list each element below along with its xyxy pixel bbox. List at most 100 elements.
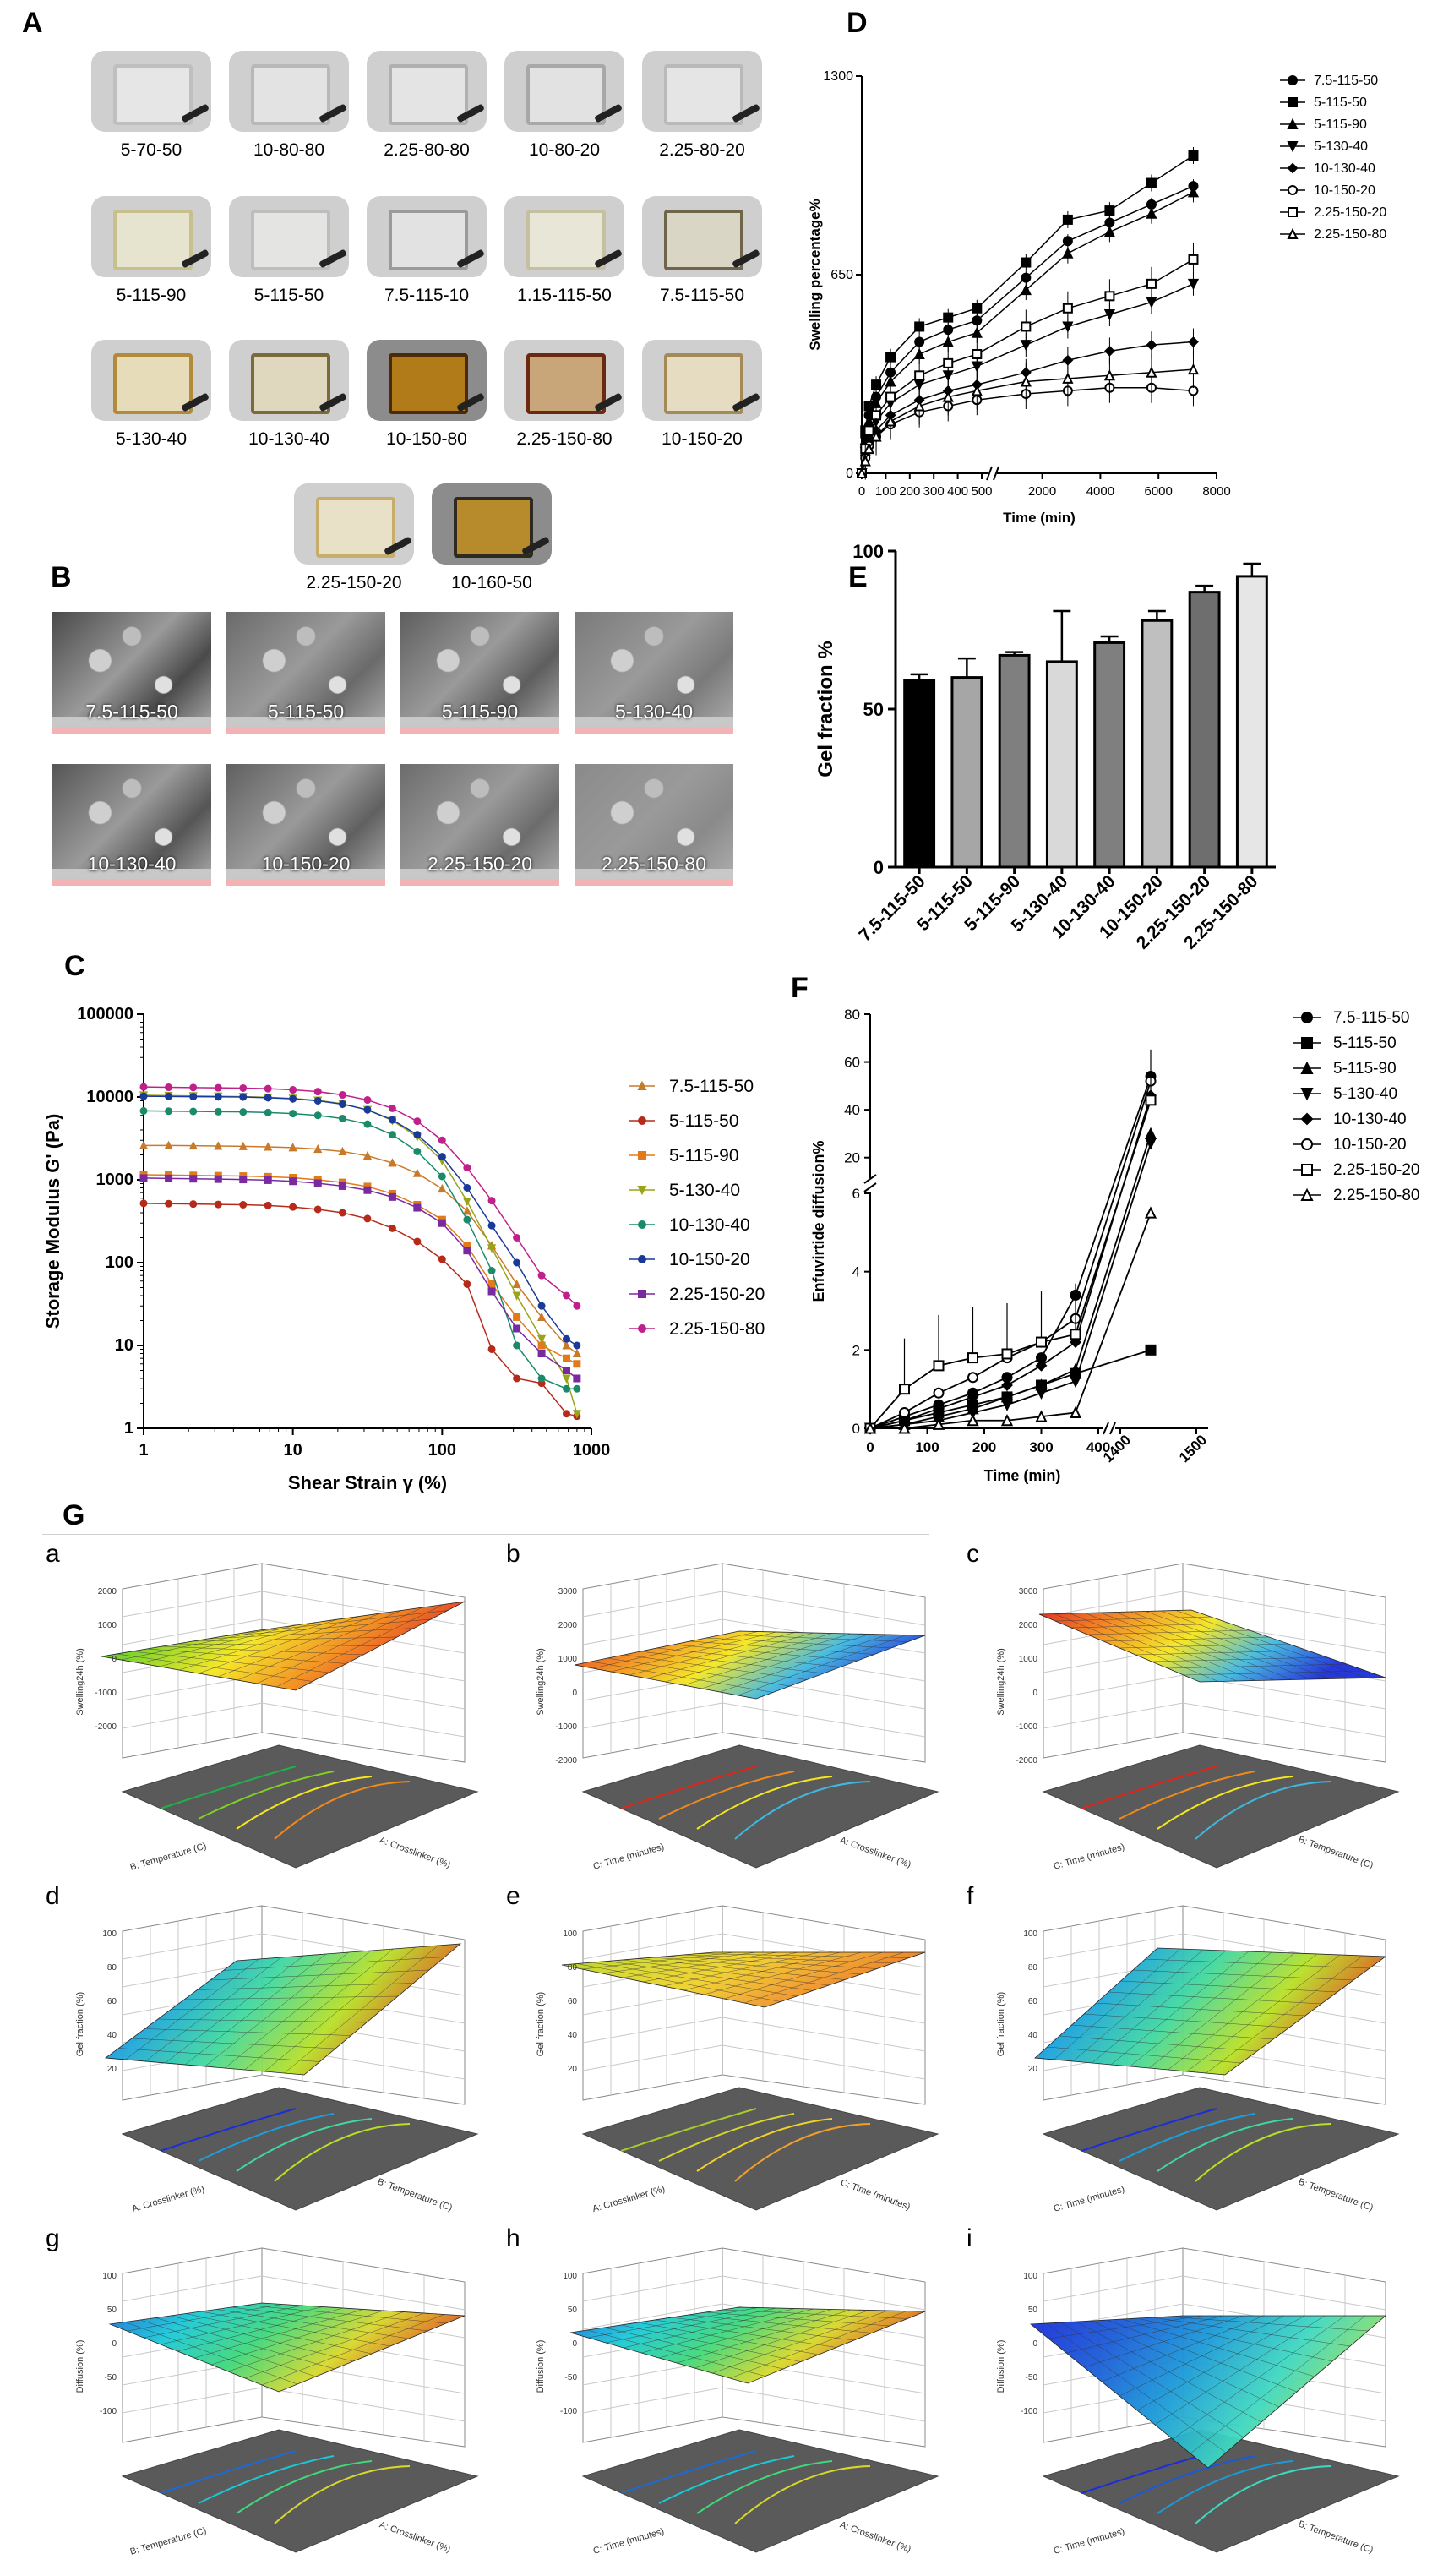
x-tick-label: 500 [971,484,992,499]
contour-floor [1042,2087,1400,2211]
data-point [1070,1336,1081,1348]
data-point [362,1150,373,1160]
sample-photo [229,51,349,132]
data-point [388,1192,396,1201]
legend-marker [1300,1187,1314,1201]
grid-line [1182,1702,1386,1738]
mesh-line [1135,1650,1309,1656]
bar [1235,575,1268,869]
y-tick-label: 80 [844,1007,860,1023]
floor-axis-label-left: B: Temperature (C) [129,2525,208,2557]
data-point [512,1279,521,1288]
data-point [363,1096,372,1105]
data-point [871,379,882,390]
sem-label: 10-130-40 [87,853,177,875]
data-point [239,1108,248,1116]
z-tick-label: 100 [102,1929,117,1939]
contour-line [160,1766,297,1809]
data-point [487,1221,496,1230]
y-tick-label: 10 [115,1336,133,1355]
sem-scale-strip [575,879,733,886]
data-point [214,1200,222,1209]
grid-line [1043,1591,1184,1618]
mesh-line [210,2310,384,2366]
panel-letter-e: E [848,561,868,593]
data-point [943,312,954,323]
legend-marker [1288,185,1298,195]
mesh-line [705,1637,892,1649]
contour-line [620,2108,757,2152]
x-tick-label: 400 [947,484,968,499]
mesh-line [665,1633,833,1683]
y-tick-label: 100000 [77,1005,133,1023]
floor-axis-label-right: B: Temperature (C) [1297,2519,1375,2556]
data-point [563,1367,571,1375]
data-point [238,1141,248,1150]
data-point [932,1417,945,1430]
hydrogel-film [113,353,193,414]
mesh-line [1130,1951,1272,2067]
data-point [573,1374,581,1383]
z-tick-label: 20 [107,2065,117,2074]
z-axis-label: Diffusion (%) [75,2340,85,2393]
mesh-line [711,2310,889,2374]
mesh-line [223,1957,445,1971]
panel-letter-a: A [22,7,43,39]
floor-axis-label-right: B: Temperature (C) [376,2177,454,2213]
data-point [338,1209,346,1217]
data-point [572,1348,581,1357]
mesh-line [705,2311,890,2327]
data-point [512,1291,521,1301]
mesh-line [217,1613,381,1678]
data-point [885,352,896,363]
sample-label: 10-80-20 [528,140,601,160]
panel-d-swelling-chart: 0 650 1300 0 100 200 300 400 500 2000 4000 6000 8000… [807,69,1386,526]
legend-marker [638,1324,646,1333]
x-tick-label: 1 [139,1441,148,1460]
sample-photo [229,196,349,277]
data-point [487,1244,497,1253]
y-axis-label: Swelling percentage% [807,199,823,351]
y-tick-label: 1000 [96,1171,134,1189]
z-tick-label: 20 [1028,2065,1038,2074]
mesh-line [183,1995,399,2000]
grid-line [582,2017,723,2044]
mesh-line [1130,1611,1312,1680]
data-point [1144,1127,1157,1139]
contour-floor [121,2429,479,2553]
data-point [139,1083,148,1091]
mesh-line [222,1618,432,1637]
data-point [388,1116,396,1124]
response-surface-plot: d 100 80 60 40 20 Gel fraction (%) A: Crosslink… [46,1882,479,2214]
sem-label: 2.25-150-80 [601,853,707,875]
series-line [143,1177,578,1379]
mesh-line [1119,2315,1285,2397]
data-point [1035,1387,1048,1400]
z-tick-label: 100 [563,1929,577,1939]
contour-line [274,1781,411,1840]
z-tick-label: 60 [568,1997,578,2006]
z-axis-label: Swelling24h (%) [536,1648,546,1715]
data-point [537,1271,546,1280]
data-point [264,1142,273,1151]
z-axis-label: Gel fraction (%) [75,1992,85,2056]
data-point [239,1083,248,1092]
data-point [1103,226,1116,237]
contour-line [198,1771,335,1820]
bar [1093,641,1126,869]
x-tick-label: 200 [972,1439,996,1455]
data-point [214,1141,223,1150]
hydrogel-film [113,210,193,270]
grid-line [122,1933,263,1960]
data-point [537,1374,546,1383]
mesh-line [284,1945,438,2074]
z-axis-label: Gel fraction (%) [996,1992,1006,2056]
legend-label: 7.5-115-50 [1333,1009,1410,1027]
data-point [537,1349,546,1357]
y-tick-label: 4 [852,1264,860,1280]
sample-photo [504,340,624,421]
sem-label: 7.5-115-50 [85,701,178,723]
mesh-line [244,1948,394,2071]
mesh-line [1183,1670,1367,1676]
data-point [933,1360,945,1372]
